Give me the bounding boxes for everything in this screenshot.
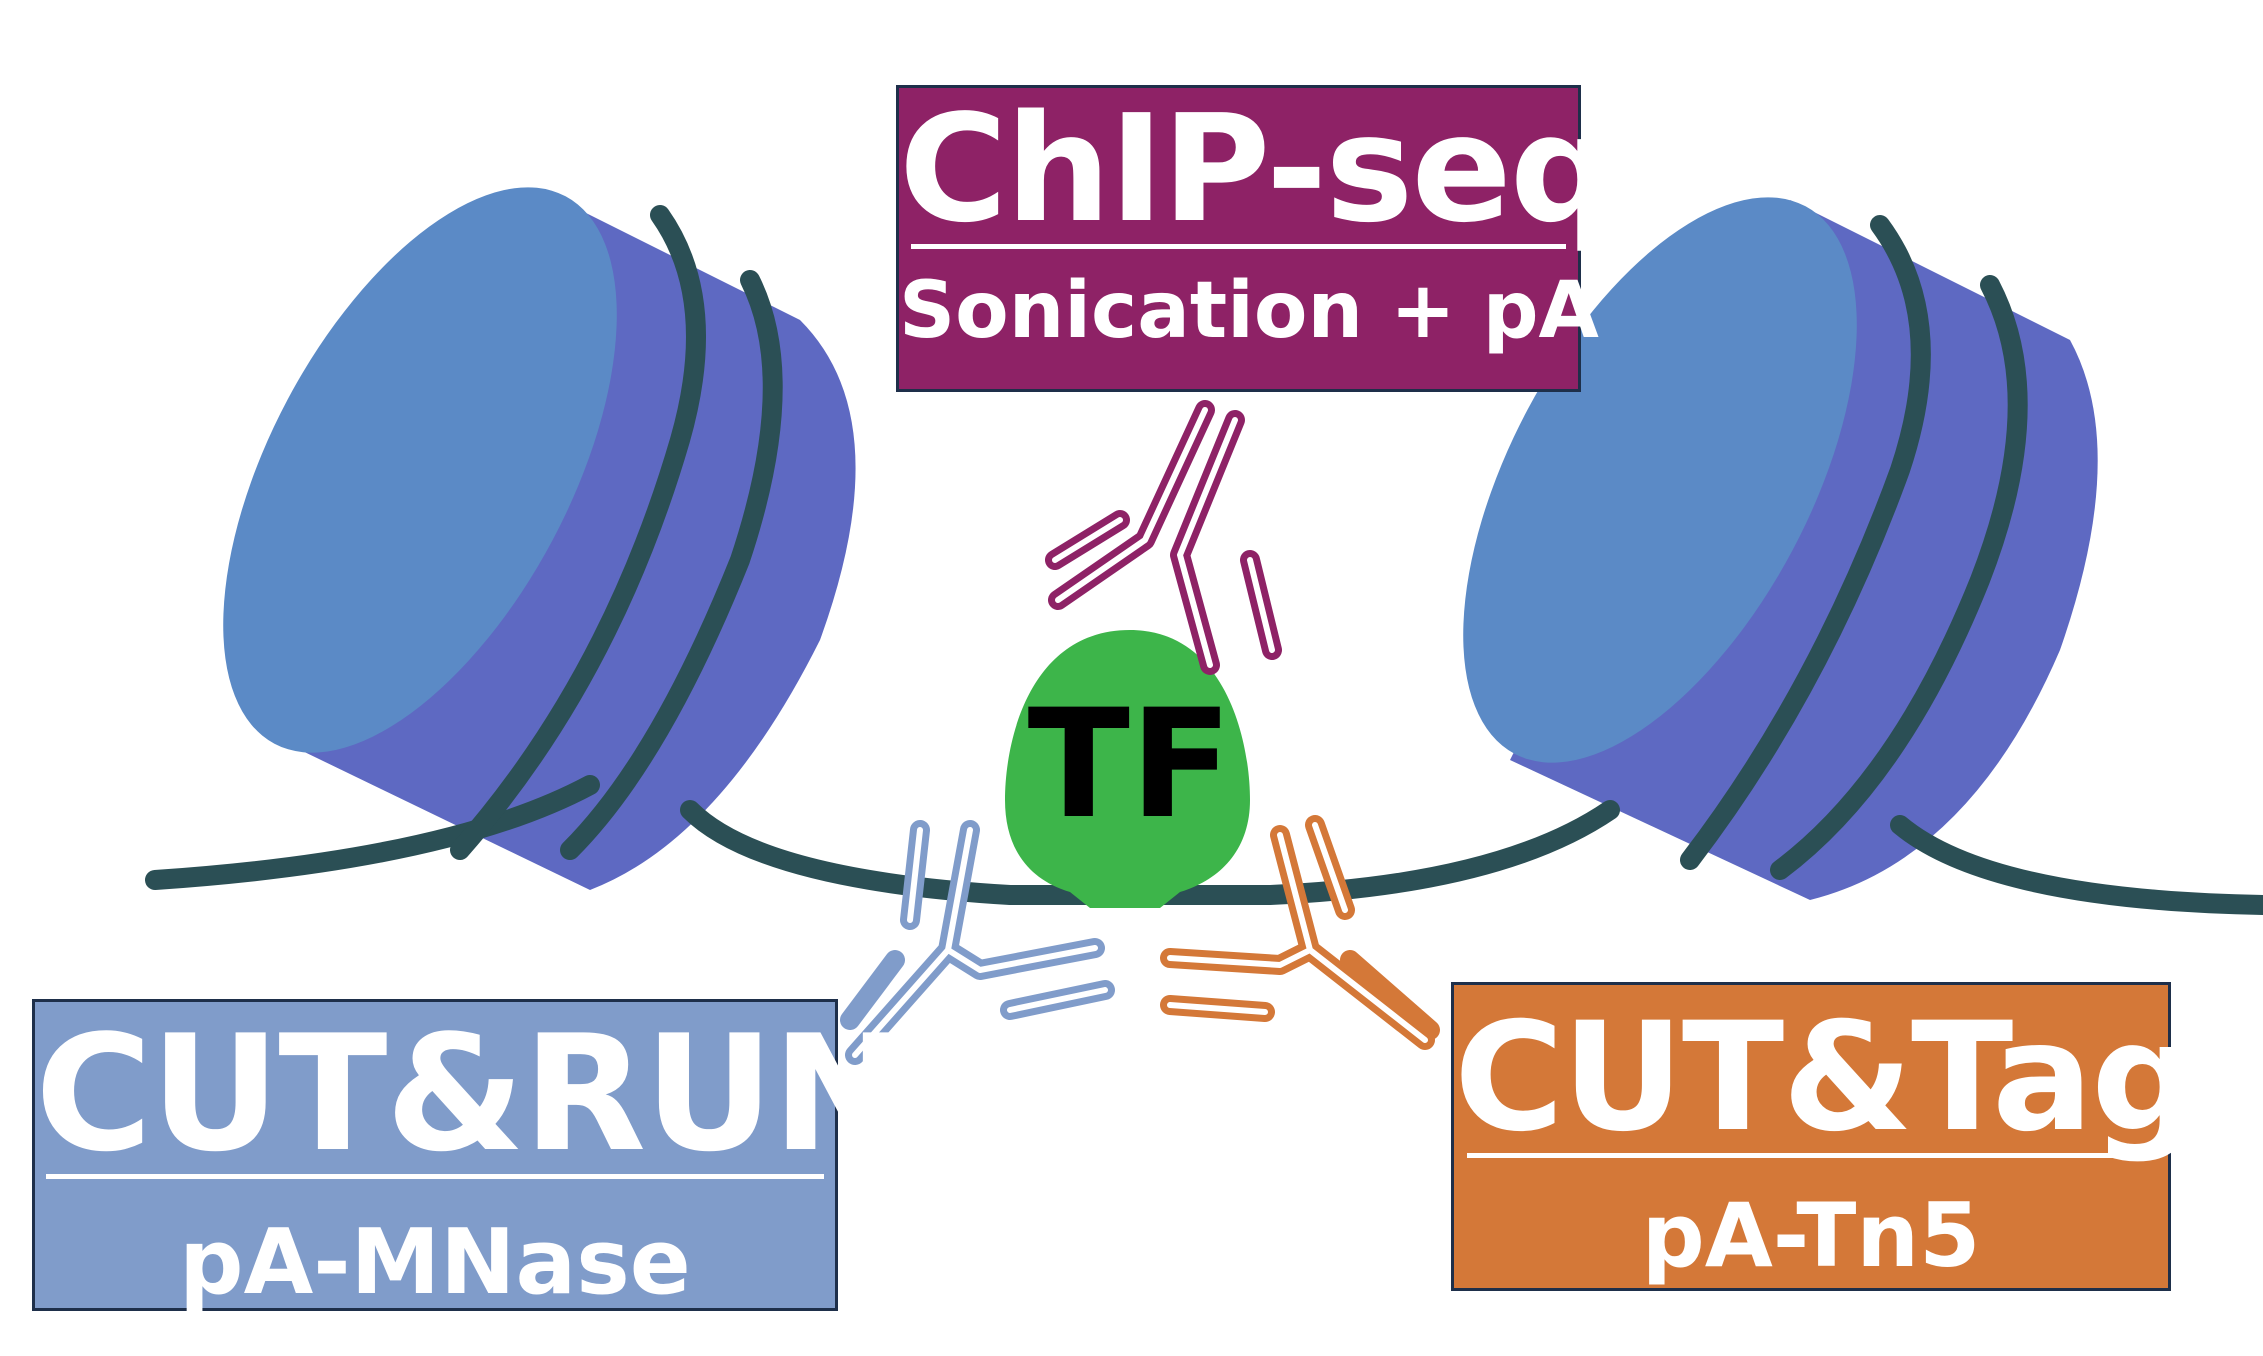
chip-seq-box: ChIP-seq Sonication + pA: [896, 83, 1616, 392]
chip-seq-title: ChIP-seq: [899, 83, 1616, 255]
nucleosome-left-side: [290, 200, 856, 890]
cut-run-title: CUT&RUN: [35, 1000, 906, 1187]
tf-blob: [1005, 630, 1250, 908]
cut-tag-box: CUT&Tag pA-Tn5: [1451, 982, 2199, 1291]
nucleosome-right-side: [1510, 200, 2098, 900]
chip-seq-subtitle: Sonication + pA: [899, 266, 1599, 356]
cut-run-subtitle: pA-MNase: [179, 1210, 691, 1315]
nucleosome-right: [1463, 197, 2098, 900]
chip-seq-underline: [911, 244, 1566, 249]
cut-run-underline: [46, 1174, 824, 1179]
tf-label: TF: [1027, 678, 1233, 852]
cut-run-box: CUT&RUN pA-MNase: [32, 999, 906, 1315]
cut-tag-underline: [1467, 1153, 2155, 1158]
dna-strand: [145, 205, 2263, 915]
antibody-cut-run-core: [852, 827, 1108, 1058]
nucleosome-left-face: [223, 187, 617, 753]
cut-tag-title: CUT&Tag: [1454, 991, 2199, 1165]
nucleosome-left: [223, 187, 856, 890]
antibody-chip-seq-core: [1052, 407, 1275, 668]
cut-tag-subtitle: pA-Tn5: [1641, 1184, 1981, 1287]
nucleosome-right-face: [1463, 197, 1857, 763]
antibody-cut-tag-core: [1167, 822, 1428, 1043]
